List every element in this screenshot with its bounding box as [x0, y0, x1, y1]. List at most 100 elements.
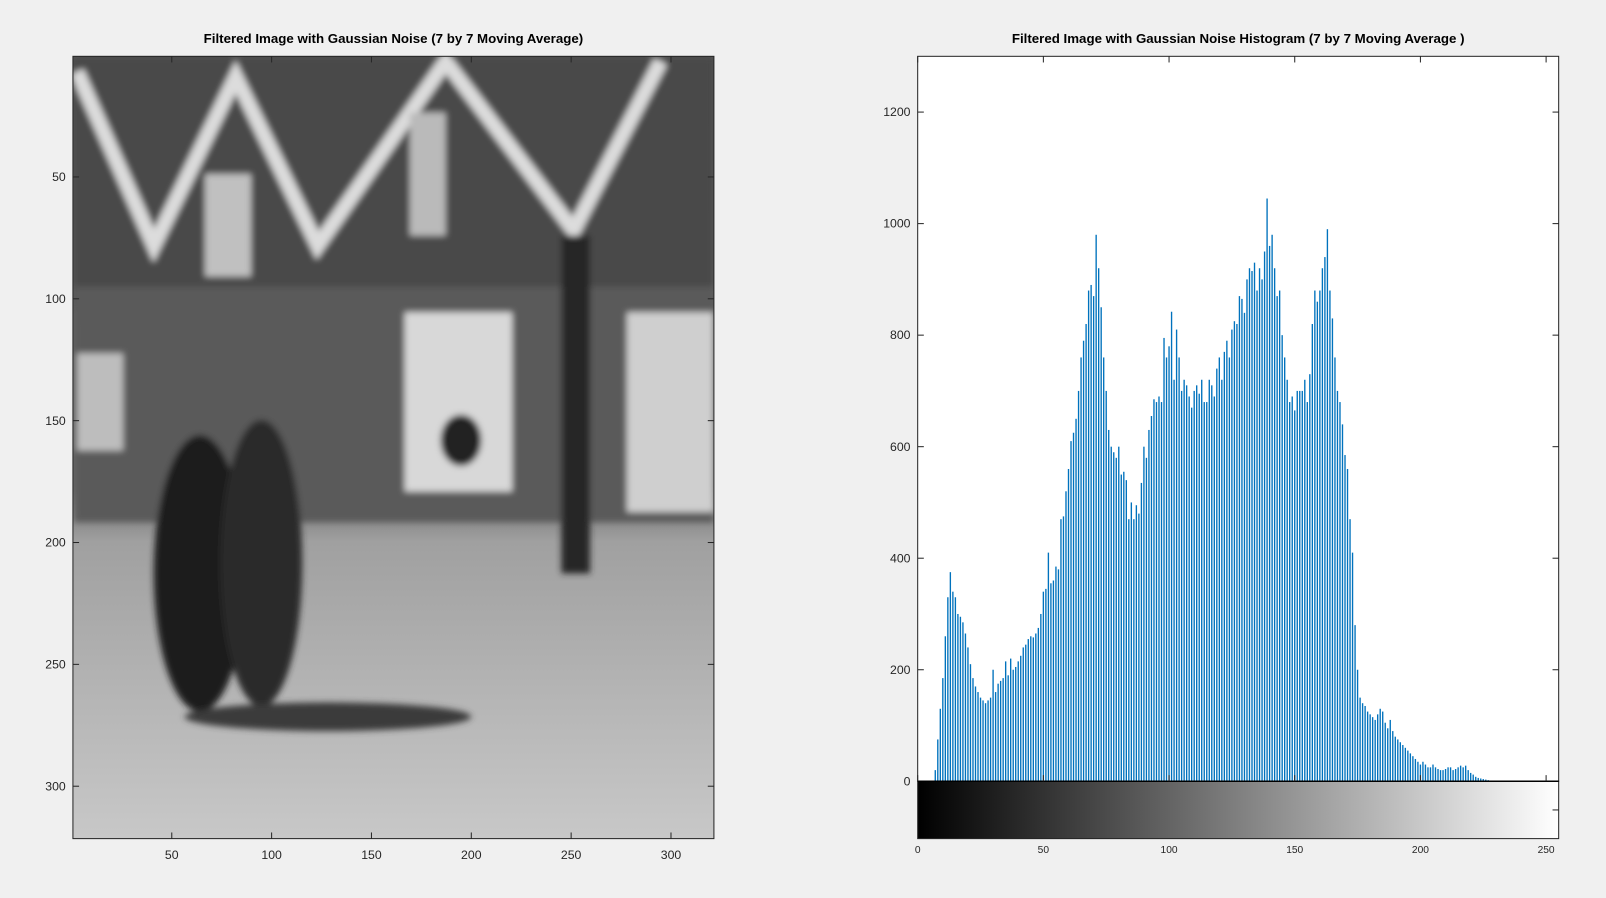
histogram-bar: [1354, 625, 1356, 782]
histogram-bar: [1007, 675, 1009, 782]
histogram-bar: [1243, 312, 1246, 782]
histogram-bar: [1361, 703, 1364, 782]
histogram-bar: [1211, 385, 1213, 782]
histogram-bar: [1052, 580, 1055, 782]
axes-box: [72, 55, 715, 840]
histogram-bar: [1193, 390, 1195, 782]
histogram-bar: [1384, 722, 1386, 782]
histogram-bar: [944, 636, 947, 782]
histogram-bar: [1158, 396, 1160, 782]
histogram-bar: [1120, 474, 1122, 782]
histogram-bar: [1382, 711, 1384, 782]
histogram-bar: [1198, 393, 1200, 782]
histogram-bar: [1253, 262, 1256, 782]
histogram-bar: [1226, 340, 1228, 782]
x-tick-label: 50: [165, 848, 179, 862]
histogram-bar: [1324, 257, 1326, 782]
histogram-bar: [1183, 379, 1185, 782]
x-tick-label: 300: [661, 848, 682, 862]
histogram-bar: [994, 692, 997, 782]
histogram-bar: [1379, 708, 1381, 782]
x-tick-label: 200: [1412, 845, 1429, 856]
histogram-bar: [1201, 379, 1203, 782]
histogram-bar: [1394, 736, 1396, 782]
y-tick-label: 100: [45, 292, 66, 306]
histogram-bar: [1165, 357, 1168, 782]
histogram-bar: [1296, 390, 1298, 782]
histogram-bar: [1319, 290, 1321, 782]
histogram-bar: [1133, 519, 1135, 782]
histogram-bar: [1470, 772, 1472, 782]
histogram-bar: [934, 770, 936, 782]
histogram-bar: [1032, 637, 1034, 782]
histogram-bar: [1289, 402, 1291, 782]
x-tick-label: 200: [461, 848, 482, 862]
histogram-bar: [1271, 234, 1273, 782]
histogram-bar: [972, 678, 974, 782]
histogram-bar: [1374, 719, 1376, 782]
histogram-bar: [1216, 368, 1218, 782]
x-tick-label: 150: [1286, 845, 1303, 856]
histogram-bar: [1444, 769, 1447, 782]
histogram-bar: [1168, 346, 1170, 782]
y-tick-label: 1000: [883, 217, 910, 231]
histogram-bar: [1070, 441, 1072, 782]
histogram-bar: [1439, 770, 1442, 782]
histogram-bar: [1020, 655, 1022, 782]
y-tick-label: 200: [45, 536, 66, 550]
histogram-bar: [977, 692, 979, 782]
histogram-bar: [1321, 268, 1324, 782]
histogram-bar: [1077, 390, 1080, 782]
histogram-bar: [1100, 307, 1102, 782]
histogram-bar: [1472, 774, 1474, 782]
histogram-bar: [1042, 591, 1045, 782]
histogram-bar: [1138, 513, 1140, 782]
y-tick-label: 400: [890, 551, 911, 565]
x-tick-label: 150: [361, 848, 382, 862]
histogram-bar: [1125, 480, 1127, 782]
histogram-bar: [1173, 379, 1175, 782]
histogram-bar: [982, 700, 984, 782]
histogram-bar: [1035, 633, 1037, 782]
histogram-bar: [1480, 778, 1482, 782]
histogram-bar: [1475, 776, 1477, 782]
histogram-bar: [1110, 446, 1112, 782]
histogram-bar: [1067, 468, 1070, 782]
histogram-bar: [1233, 321, 1236, 782]
histogram-bar: [1153, 399, 1155, 782]
histogram-bar: [1447, 767, 1449, 782]
histogram-bar: [1346, 468, 1349, 782]
histogram-bar: [964, 633, 967, 782]
histogram-bar: [974, 686, 977, 782]
histogram-bar: [1276, 296, 1278, 782]
histogram-bar: [1030, 636, 1032, 782]
histogram-bar: [1203, 402, 1205, 782]
histogram-bar: [1464, 765, 1467, 782]
histogram-bar: [967, 647, 969, 782]
histogram-bar: [1334, 357, 1336, 782]
histogram-bar: [1012, 669, 1014, 782]
histogram-bar: [1123, 471, 1125, 782]
y-tick-label: 0: [904, 774, 911, 788]
y-tick-label: 50: [52, 170, 66, 184]
histogram-bar: [1103, 357, 1105, 782]
axes-background: [917, 56, 1559, 782]
histogram-bar: [1045, 588, 1047, 782]
y-tick-label: 800: [890, 328, 911, 342]
histogram-bar: [1422, 761, 1424, 782]
histogram-bar: [1228, 357, 1231, 782]
histogram-bar: [1128, 519, 1130, 782]
histogram-bar: [1085, 323, 1087, 782]
histogram-bar: [1392, 731, 1394, 782]
histogram-bar: [984, 703, 987, 782]
x-tick-label: 100: [261, 848, 282, 862]
histogram-bar: [957, 613, 959, 782]
histogram-bar: [999, 680, 1002, 782]
histogram-bar: [1072, 432, 1075, 782]
histogram-bar: [1206, 402, 1208, 782]
histogram-bar: [1017, 661, 1019, 782]
histogram-bar: [939, 708, 941, 782]
histogram-bar: [1326, 229, 1329, 782]
